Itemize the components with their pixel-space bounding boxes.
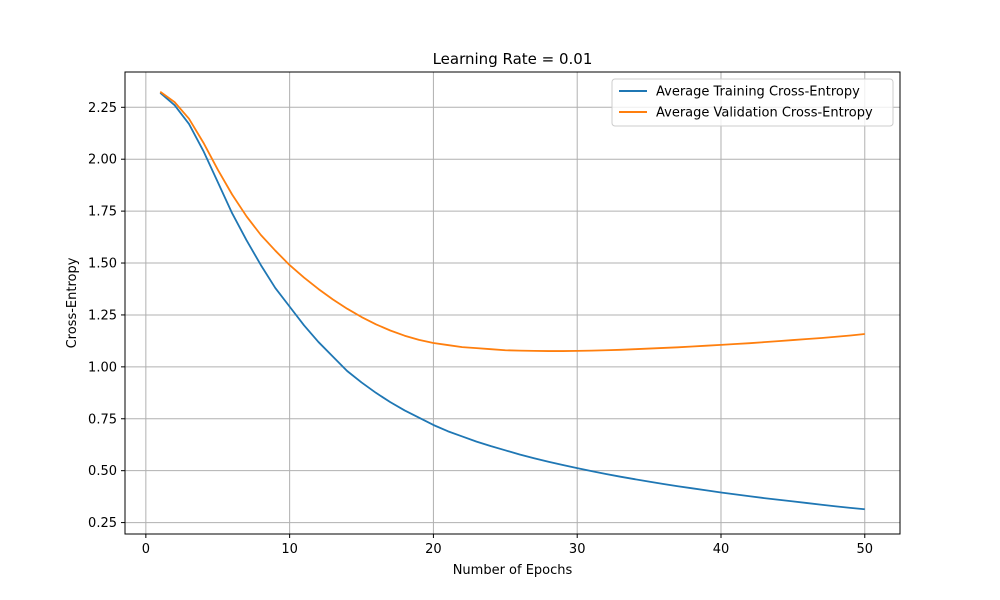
training-line xyxy=(159,92,865,511)
y-tick-label: 1.50 xyxy=(88,257,117,272)
x-tick-label: 20 xyxy=(425,542,442,557)
legend: Average Training Cross-Entropy Average V… xyxy=(611,78,894,127)
x-tick-label: 30 xyxy=(569,542,586,557)
chart-title: Learning Rate = 0.01 xyxy=(433,50,593,68)
y-tick-label: 0.25 xyxy=(88,516,117,531)
x-axis-label: Number of Epochs xyxy=(453,563,573,578)
y-tick-label: 0.50 xyxy=(88,464,117,479)
legend-label-validation: Average Validation Cross-Entropy xyxy=(656,106,873,121)
series-lines xyxy=(159,91,865,511)
y-tick-label: 1.00 xyxy=(88,360,117,375)
y-tick-label: 2.25 xyxy=(88,101,117,116)
grid xyxy=(125,72,900,534)
x-axis-ticks: 0 10 20 30 40 50 xyxy=(142,534,873,557)
x-tick-label: 10 xyxy=(281,542,298,557)
legend-label-training: Average Training Cross-Entropy xyxy=(656,85,860,100)
y-axis-ticks: 0.25 0.50 0.75 1.00 1.25 1.50 1.75 2.00 2.25 xyxy=(88,101,125,531)
plot-frame xyxy=(124,71,901,535)
y-tick-label: 1.25 xyxy=(88,308,117,323)
x-tick-label: 50 xyxy=(856,542,873,557)
y-tick-label: 2.00 xyxy=(88,153,117,168)
x-tick-label: 40 xyxy=(713,542,730,557)
y-axis-label: Cross-Entropy xyxy=(65,257,80,348)
legend-box xyxy=(611,78,894,127)
y-tick-label: 1.75 xyxy=(88,205,117,220)
validation-line xyxy=(159,91,865,352)
y-tick-label: 0.75 xyxy=(88,412,117,427)
x-tick-label: 0 xyxy=(142,542,150,557)
